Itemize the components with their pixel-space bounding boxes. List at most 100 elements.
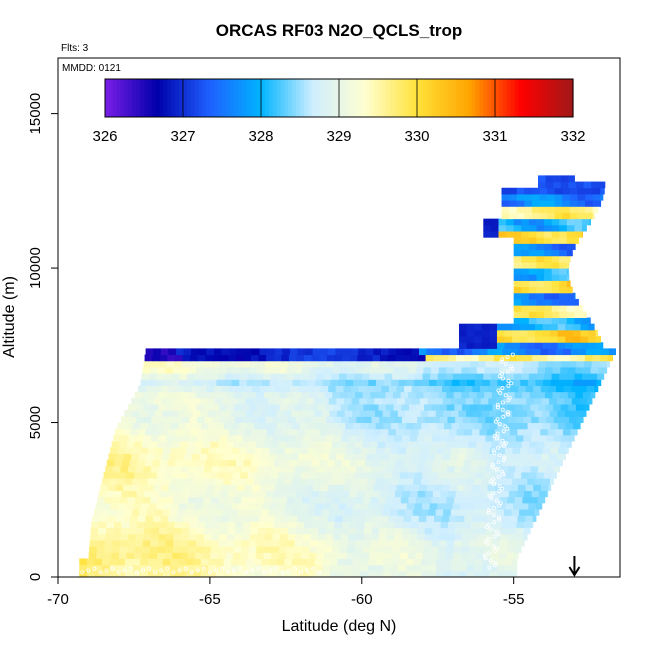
- heatmap-cell: [474, 447, 483, 454]
- heatmap-cell: [269, 570, 278, 578]
- heatmap-cell: [407, 373, 416, 380]
- heatmap-cell: [569, 193, 578, 201]
- heatmap-cell: [344, 478, 354, 485]
- heatmap-cell: [231, 570, 240, 578]
- heatmap-cell: [498, 218, 507, 226]
- colorbar-segment: [331, 79, 336, 117]
- heatmap-cell: [390, 558, 399, 566]
- heatmap-cell: [481, 570, 490, 578]
- heatmap-cell: [279, 546, 288, 553]
- sample-point: [487, 493, 492, 498]
- heatmap-cell: [566, 292, 575, 300]
- sample-point: [490, 465, 495, 470]
- heatmap-cell: [490, 471, 499, 479]
- heatmap-cell: [169, 397, 178, 405]
- heatmap-cell: [547, 193, 556, 201]
- heatmap-cell: [562, 187, 571, 195]
- heatmap-cell: [158, 416, 167, 424]
- heatmap-cell: [94, 564, 103, 572]
- heatmap-cell: [341, 434, 350, 442]
- heatmap-cell: [404, 453, 413, 461]
- heatmap-cell: [332, 366, 341, 374]
- heatmap-cell: [485, 416, 494, 424]
- sample-point: [499, 359, 504, 364]
- heatmap-cell: [542, 410, 551, 417]
- heatmap-cell: [157, 496, 166, 504]
- heatmap-cell: [190, 459, 199, 467]
- heatmap-cell: [149, 471, 158, 479]
- heatmap-cell: [431, 391, 440, 399]
- heatmap-cell: [135, 496, 144, 504]
- colorbar-segment: [120, 79, 126, 117]
- heatmap-cell: [165, 539, 174, 547]
- heatmap-cell: [103, 552, 112, 559]
- heatmap-cell: [199, 453, 208, 461]
- heatmap-cell: [499, 546, 508, 553]
- heatmap-cell: [208, 422, 217, 430]
- heatmap-cell: [229, 385, 238, 393]
- heatmap-cell: [175, 515, 184, 522]
- latitude-arrow-marker: [568, 556, 581, 577]
- heatmap-cell: [489, 564, 498, 572]
- heatmap-cell: [303, 521, 312, 529]
- heatmap-cell: [129, 521, 138, 529]
- heatmap-cell: [204, 360, 213, 368]
- heatmap-cell: [311, 354, 320, 362]
- heatmap-cell: [567, 391, 576, 399]
- heatmap-cell: [451, 379, 460, 386]
- heatmap-cell: [263, 373, 272, 380]
- heatmap-cell: [430, 441, 439, 448]
- heatmap-cell: [451, 570, 460, 578]
- heatmap-cell: [386, 404, 395, 411]
- heatmap-cell: [271, 546, 280, 553]
- heatmap-cell: [464, 484, 473, 491]
- heatmap-cell: [235, 490, 244, 498]
- heatmap-cell: [347, 441, 356, 448]
- heatmap-cell: [292, 379, 301, 386]
- heatmap-cell: [501, 490, 510, 498]
- heatmap-cell: [507, 404, 516, 411]
- heatmap-cell: [342, 515, 351, 522]
- heatmap-cell: [573, 422, 581, 430]
- heatmap-cell: [554, 200, 563, 207]
- heatmap-cell: [419, 484, 428, 491]
- heatmap-cell: [179, 373, 188, 380]
- heatmap-cell: [265, 527, 274, 535]
- heatmap-cell: [320, 515, 329, 522]
- sample-point: [147, 566, 152, 571]
- heatmap-cell: [347, 546, 356, 553]
- heatmap-cell: [507, 533, 516, 541]
- heatmap-cell: [266, 428, 275, 436]
- heatmap-cell: [131, 509, 140, 516]
- sample-point: [134, 570, 139, 575]
- heatmap-cell: [550, 329, 559, 337]
- heatmap-cell: [551, 237, 560, 244]
- heatmap-cell: [188, 496, 197, 504]
- heatmap-cell: [188, 539, 197, 547]
- heatmap-cell: [197, 521, 206, 529]
- heatmap-cell: [249, 533, 258, 541]
- heatmap-cell: [574, 298, 579, 306]
- heatmap-cell: [491, 441, 500, 448]
- heatmap-cell: [250, 527, 259, 535]
- heatmap-cell: [129, 490, 138, 498]
- heatmap-cell: [102, 564, 111, 572]
- heatmap-cell: [234, 434, 243, 442]
- heatmap-cell: [439, 404, 448, 411]
- colorbar-segment: [198, 79, 204, 117]
- heatmap-cell: [433, 515, 443, 522]
- heatmap-cell: [349, 490, 358, 498]
- colorbar-segment: [569, 79, 574, 117]
- heatmap-cell: [504, 558, 513, 566]
- heatmap-cell: [227, 521, 236, 529]
- colorbar-segment: [456, 79, 461, 117]
- heatmap-cell: [372, 521, 381, 529]
- sample-point: [195, 568, 200, 573]
- heatmap-cell: [218, 366, 227, 374]
- heatmap-cell: [495, 397, 504, 405]
- heatmap-cell: [339, 373, 348, 380]
- heatmap-cell: [386, 533, 395, 541]
- sample-point: [280, 570, 285, 575]
- heatmap-cell: [440, 459, 450, 467]
- heatmap-cell: [486, 490, 495, 498]
